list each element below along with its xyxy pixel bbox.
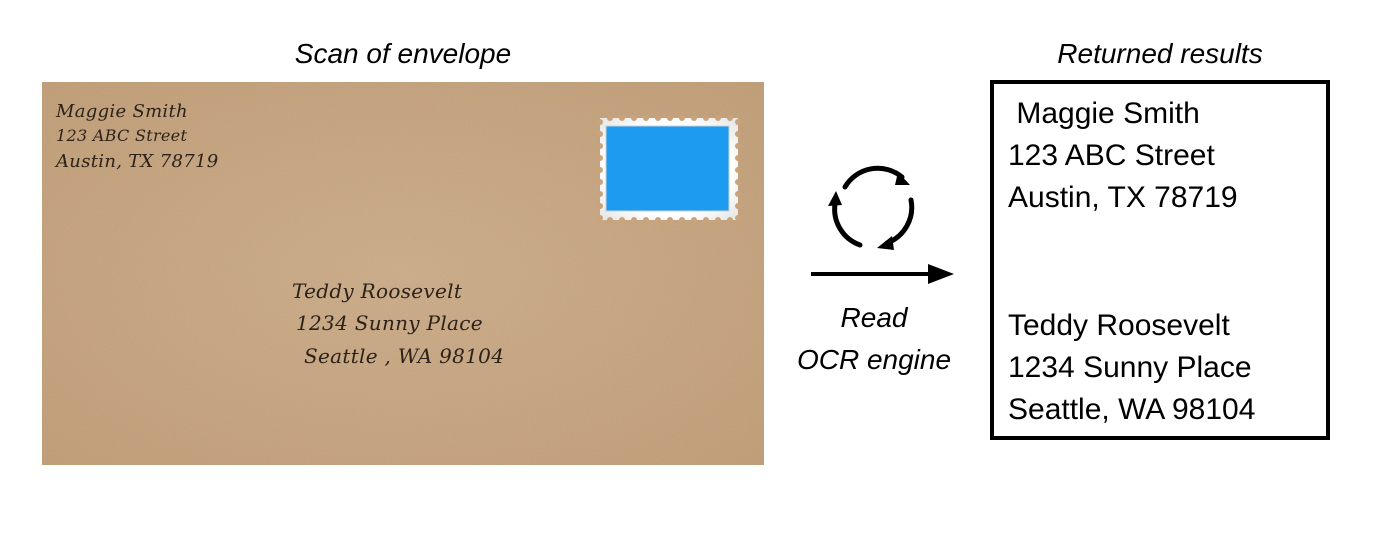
postage-stamp [597,115,741,223]
returned-results-box: Maggie Smith 123 ABC Street Austin, TX 7… [990,80,1330,440]
right-arrow-icon [811,264,954,284]
sender-name: Maggie Smith [56,101,188,122]
stamp-image [605,125,730,212]
result-recipient-name: Teddy Roosevelt [1008,309,1230,342]
envelope-scan: Maggie Smith 123 ABC Street Austin, TX 7… [42,82,764,465]
results-caption: Returned results [1057,38,1263,69]
result-sender-name: Maggie Smith [1008,97,1200,130]
ocr-label-read: Read [840,302,908,333]
ocr-label-engine: OCR engine [796,344,952,375]
sender-city: Austin, TX 78719 [56,151,219,172]
recipient-street: 1234 Sunny Place [296,311,483,335]
envelope-caption: Scan of envelope [294,38,512,69]
result-sender-street: 123 ABC Street [1008,139,1215,172]
result-sender-city: Austin, TX 78719 [1008,181,1238,214]
result-recipient-city: Seattle, WA 98104 [1008,393,1256,426]
result-recipient-street: 1234 Sunny Place [1008,351,1252,384]
ocr-process: Read OCR engine [784,150,964,390]
sender-street: 123 ABC Street [56,126,188,145]
recipient-name: Teddy Roosevelt [292,279,463,303]
recipient-city: Seattle , WA 98104 [304,344,505,368]
refresh-cycle-icon [828,165,915,250]
